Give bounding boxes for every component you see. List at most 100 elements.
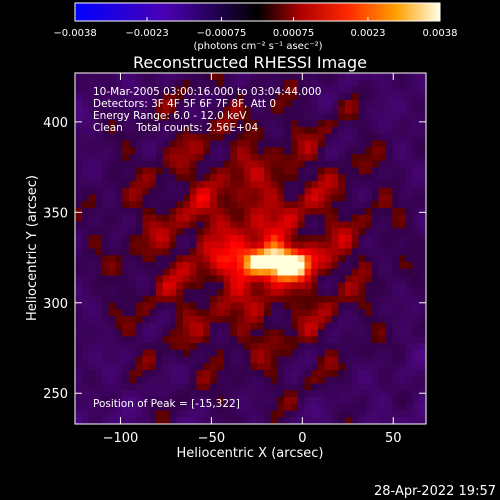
heatmap-cell: [351, 208, 359, 216]
heatmap-cell: [115, 208, 123, 216]
heatmap-cell: [243, 120, 251, 128]
heatmap-cell: [203, 140, 211, 148]
heatmap-cell: [129, 282, 137, 290]
heatmap-cell: [135, 363, 143, 371]
heatmap-cell: [378, 329, 386, 337]
heatmap-cell: [338, 160, 346, 168]
heatmap-cell: [365, 93, 373, 101]
heatmap-cell: [189, 295, 197, 303]
heatmap-cell: [419, 363, 426, 371]
heatmap-cell: [264, 336, 272, 344]
heatmap-cell: [183, 194, 191, 202]
heatmap-cell: [108, 370, 116, 378]
heatmap-cell: [75, 235, 83, 243]
heatmap-cell: [257, 302, 265, 310]
heatmap-cell: [351, 228, 359, 236]
heatmap-cell: [189, 120, 197, 128]
heatmap-cell: [318, 410, 326, 418]
heatmap-cell: [183, 248, 191, 256]
heatmap-cell: [216, 228, 224, 236]
heatmap-cell: [270, 160, 278, 168]
heatmap-cell: [331, 417, 339, 424]
heatmap-cell: [345, 93, 353, 101]
heatmap-cell: [324, 228, 332, 236]
heatmap-cell: [169, 343, 177, 351]
heatmap-cell: [210, 228, 218, 236]
heatmap-cell: [169, 86, 177, 94]
heatmap-cell: [115, 343, 123, 351]
heatmap-cell: [399, 194, 407, 202]
heatmap-cell: [318, 228, 326, 236]
heatmap-cell: [270, 228, 278, 236]
heatmap-cell: [392, 302, 400, 310]
heatmap-cell: [338, 282, 346, 290]
heatmap-cell: [176, 255, 184, 263]
heatmap-cell: [189, 100, 197, 108]
heatmap-cell: [399, 397, 407, 405]
heatmap-cell: [149, 221, 157, 229]
heatmap-cell: [216, 147, 224, 155]
heatmap-cell: [169, 228, 177, 236]
heatmap-cell: [156, 336, 164, 344]
heatmap-cell: [223, 356, 231, 364]
heatmap-cell: [378, 127, 386, 135]
heatmap-cell: [419, 343, 426, 351]
heatmap-cell: [270, 248, 278, 256]
heatmap-cell: [412, 221, 420, 229]
heatmap-cell: [385, 133, 393, 141]
heatmap-cell: [277, 255, 285, 263]
heatmap-cell: [358, 93, 366, 101]
heatmap-cell: [311, 403, 319, 411]
heatmap-cell: [122, 133, 130, 141]
heatmap-cell: [88, 208, 96, 216]
heatmap-cell: [81, 295, 89, 303]
heatmap-cell: [378, 140, 386, 148]
heatmap-cell: [365, 201, 373, 209]
heatmap-cell: [102, 214, 110, 222]
heatmap-cell: [392, 167, 400, 175]
heatmap-cell: [257, 268, 265, 276]
heatmap-cell: [156, 349, 164, 357]
heatmap-cell: [135, 221, 143, 229]
heatmap-cell: [102, 140, 110, 148]
heatmap-cell: [243, 397, 251, 405]
heatmap-cell: [385, 120, 393, 128]
heatmap-cell: [365, 268, 373, 276]
heatmap-cell: [270, 282, 278, 290]
heatmap-cell: [223, 79, 231, 87]
heatmap-cell: [142, 370, 150, 378]
heatmap-cell: [203, 329, 211, 337]
heatmap-cell: [405, 363, 413, 371]
heatmap-cell: [419, 282, 426, 290]
heatmap-cell: [412, 120, 420, 128]
heatmap-cell: [250, 410, 258, 418]
heatmap-cell: [115, 289, 123, 297]
heatmap-cell: [378, 403, 386, 411]
heatmap-cell: [331, 100, 339, 108]
heatmap-cell: [75, 295, 83, 303]
heatmap-cell: [358, 397, 366, 405]
heatmap-cell: [297, 356, 305, 364]
heatmap-cell: [81, 349, 89, 357]
heatmap-cell: [196, 160, 204, 168]
heatmap-cell: [122, 349, 130, 357]
heatmap-cell: [392, 113, 400, 121]
heatmap-cell: [365, 154, 373, 162]
heatmap-cell: [88, 275, 96, 283]
heatmap-cell: [257, 316, 265, 324]
heatmap-cell: [162, 73, 170, 81]
heatmap-cell: [162, 241, 170, 249]
heatmap-cell: [378, 93, 386, 101]
heatmap-cell: [277, 370, 285, 378]
heatmap-cell: [311, 289, 319, 297]
heatmap-cell: [203, 93, 211, 101]
heatmap-cell: [318, 376, 326, 384]
heatmap-cell: [351, 397, 359, 405]
heatmap-cell: [243, 390, 251, 398]
heatmap-cell: [331, 356, 339, 364]
heatmap-cell: [135, 201, 143, 209]
heatmap-cell: [338, 241, 346, 249]
heatmap-cell: [264, 201, 272, 209]
heatmap-cell: [108, 309, 116, 317]
heatmap-cell: [338, 174, 346, 182]
